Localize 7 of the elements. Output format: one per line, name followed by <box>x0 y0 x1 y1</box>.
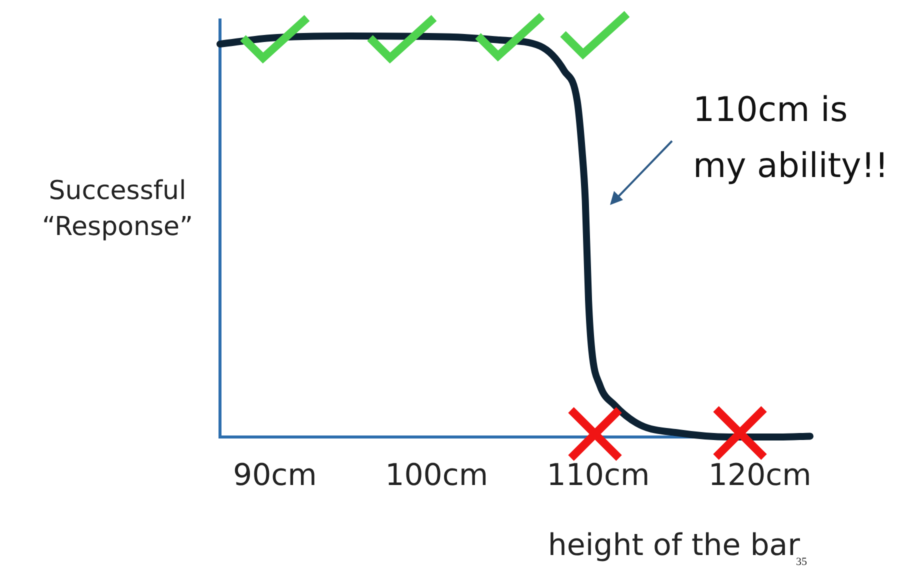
x-tick-label: 100cm <box>385 458 488 493</box>
text: 35 <box>796 556 807 568</box>
x-tick-label: 120cm <box>708 458 812 493</box>
annotation: 110cm is my ability!! <box>693 89 890 188</box>
y-axis-title: Successful “Response” <box>40 175 194 244</box>
x-tick-label: 90cm <box>233 458 317 493</box>
x-tick-label: 110cm <box>546 458 650 493</box>
